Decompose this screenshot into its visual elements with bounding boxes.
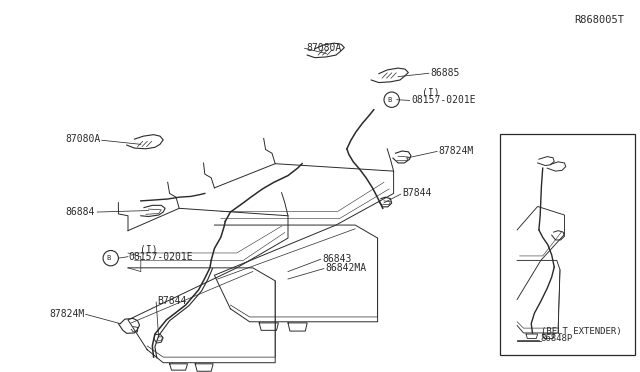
- Text: 86884: 86884: [65, 207, 95, 217]
- Text: 87824M: 87824M: [49, 310, 84, 319]
- Text: 86842MA: 86842MA: [325, 263, 366, 273]
- Text: B: B: [387, 97, 391, 103]
- Text: R868005T: R868005T: [574, 16, 624, 25]
- Text: B7844: B7844: [157, 296, 186, 306]
- Text: 86843: 86843: [322, 254, 351, 263]
- Text: (BELT EXTENDER): (BELT EXTENDER): [541, 327, 621, 336]
- Text: 86885: 86885: [430, 68, 460, 77]
- Bar: [500, 134, 635, 355]
- Text: B7844: B7844: [402, 189, 431, 198]
- Text: (I): (I): [422, 87, 440, 97]
- Text: 08157-0201E: 08157-0201E: [411, 95, 476, 105]
- Text: B: B: [107, 255, 111, 261]
- Text: 87080A: 87080A: [65, 135, 100, 144]
- Text: 86848P: 86848P: [541, 334, 573, 343]
- Text: 87824M: 87824M: [438, 146, 474, 155]
- Text: 87080A: 87080A: [306, 43, 341, 52]
- Text: (I): (I): [140, 244, 157, 254]
- Text: 08157-0201E: 08157-0201E: [128, 252, 193, 262]
